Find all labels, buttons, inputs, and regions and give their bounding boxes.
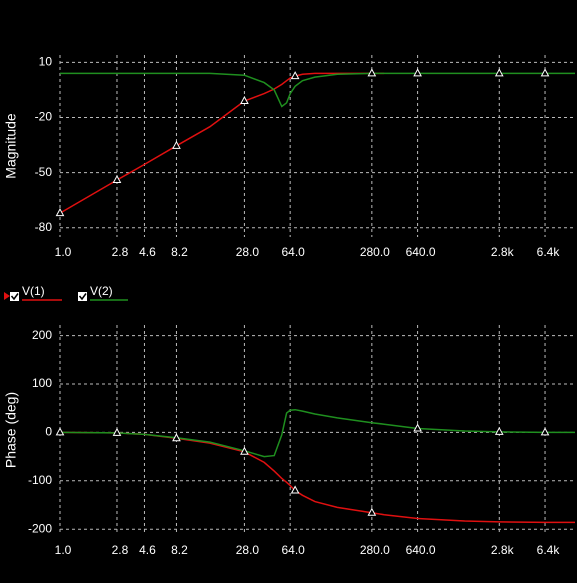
y-tick-label: -20 [35, 110, 53, 124]
trace-marker [290, 71, 300, 80]
trace-marker [112, 174, 122, 184]
trace-marker [290, 485, 300, 494]
trace-marker [55, 427, 65, 436]
legend-label: V(1) [22, 284, 45, 298]
x-tick-label: 28.0 [236, 245, 260, 259]
x-tick-label: 640.0 [406, 543, 436, 557]
active-trace-flag [4, 292, 10, 300]
x-tick-label: 4.6 [139, 245, 156, 259]
x-tick-label: 4.6 [139, 543, 156, 557]
x-tick-label: 8.2 [171, 245, 188, 259]
trace [59, 72, 385, 214]
legend-label: V(2) [90, 284, 113, 298]
y-axis-title: Phase (deg) [3, 392, 19, 468]
trace [59, 431, 575, 524]
trace-marker [540, 427, 550, 436]
x-tick-label: 64.0 [281, 245, 305, 259]
trace-marker [413, 423, 422, 432]
trace [59, 408, 575, 458]
check-mark [10, 293, 19, 301]
check-mark [78, 293, 87, 301]
x-tick-label: 2.8 [112, 543, 129, 557]
trace-marker [240, 446, 249, 455]
x-tick-label: 280.0 [360, 245, 390, 259]
trace-marker [494, 68, 504, 77]
trace-marker [413, 68, 422, 77]
x-tick-label: 64.0 [281, 543, 305, 557]
trace-marker [172, 433, 181, 442]
trace-marker [367, 507, 377, 516]
y-tick-label: -100 [28, 473, 52, 487]
x-tick-label: 8.2 [171, 543, 188, 557]
y-tick-label: -50 [35, 165, 53, 179]
y-axis-title: Magnitude [3, 113, 19, 179]
x-tick-label: 2.8k [491, 245, 515, 259]
x-tick-label: 1.0 [55, 245, 72, 259]
y-tick-label: 10 [39, 55, 53, 69]
trace-marker [112, 427, 122, 436]
x-tick-label: 1.0 [55, 543, 72, 557]
y-tick-label: -80 [35, 220, 53, 234]
x-tick-label: 2.8k [491, 543, 515, 557]
legend: V(1) V(2) [4, 284, 128, 301]
x-tick-label: 640.0 [406, 245, 436, 259]
trace [60, 72, 575, 108]
x-tick-label: 6.4k [537, 245, 561, 259]
checkbox[interactable] [78, 292, 87, 301]
x-tick-label: 28.0 [236, 543, 260, 557]
trace-marker [172, 140, 181, 149]
y-tick-label: 200 [32, 328, 52, 342]
y-tick-label: 0 [45, 425, 52, 439]
trace-marker [55, 208, 65, 217]
trace-marker [240, 95, 249, 104]
x-tick-label: 2.8 [112, 245, 129, 259]
y-tick-label: -200 [28, 521, 52, 535]
x-tick-label: 6.4k [537, 543, 561, 557]
trace-marker [494, 426, 504, 435]
y-tick-label: 100 [32, 376, 52, 390]
trace-marker [540, 68, 550, 77]
checkbox[interactable] [10, 292, 19, 301]
trace-marker [367, 68, 377, 77]
x-tick-label: 280.0 [360, 543, 390, 557]
